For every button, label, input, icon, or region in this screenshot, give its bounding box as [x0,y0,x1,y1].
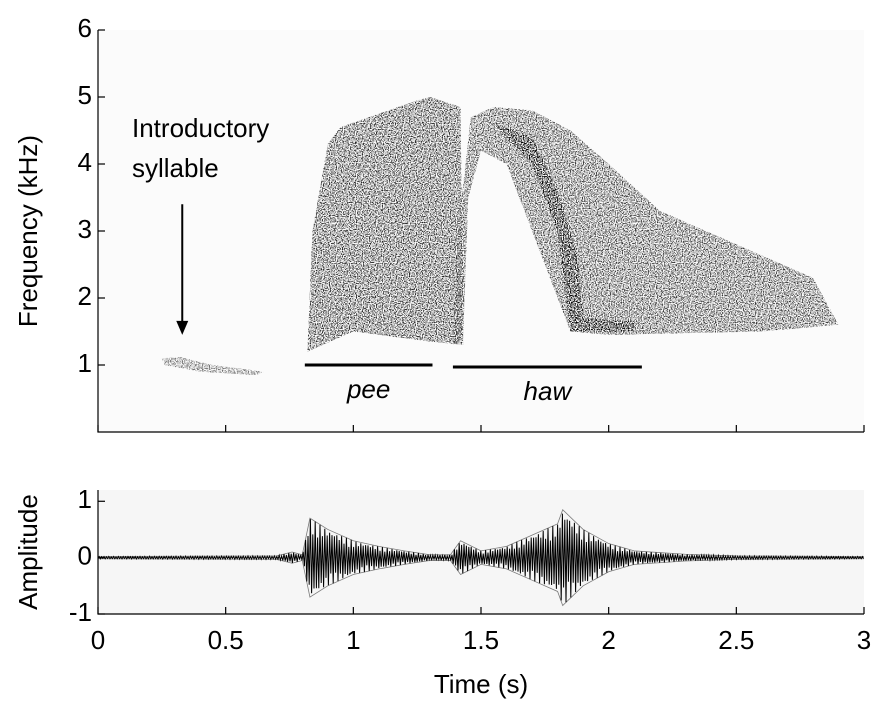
x-tick-label: 2 [601,625,615,655]
y-tick-label: 3 [78,214,92,244]
envelope-upper [97,509,865,557]
y-axis-label: Amplitude [13,494,43,610]
haw-energy [452,107,839,345]
y-tick-label: 1 [78,348,92,378]
x-tick-label: 3 [857,625,871,655]
y-axis-label: Frequency (kHz) [13,135,43,327]
envelope-lower [97,558,865,607]
annotation: Introductory [132,113,269,143]
x-axis-label: Time (s) [434,669,528,699]
y-tick-label: 2 [78,281,92,311]
y-tick-label: 4 [78,147,92,177]
intro-syllable [161,356,264,376]
annotation: syllable [132,153,219,183]
y-tick-label: 0 [78,541,92,571]
plot-background [98,30,864,432]
y-tick-label: -1 [69,597,92,627]
x-tick-label: 0 [91,625,105,655]
syllable-label: pee [346,374,390,404]
arrow-head [176,320,189,335]
pee-energy [307,97,464,352]
y-tick-label: 5 [78,80,92,110]
x-tick-label: 1 [346,625,360,655]
y-tick-label: 6 [78,13,92,43]
x-tick-label: 1.5 [463,625,499,655]
x-tick-label: 2.5 [718,625,754,655]
haw-band [493,123,635,332]
syllable-label: haw [524,376,574,406]
x-tick-label: 0.5 [208,625,244,655]
y-tick-label: 1 [78,484,92,514]
